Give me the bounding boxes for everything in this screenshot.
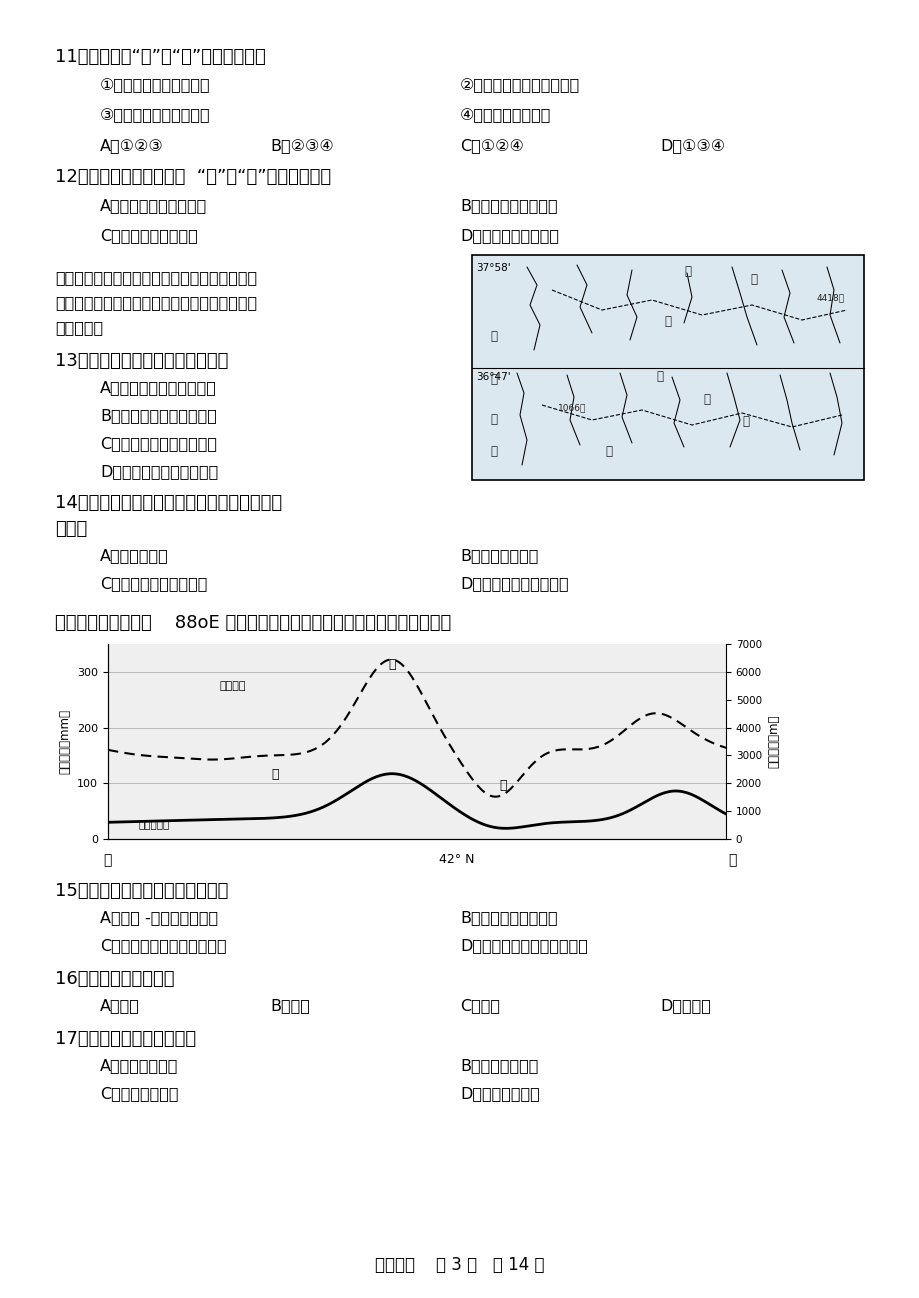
Text: 央: 央 xyxy=(664,315,671,328)
Text: 谷: 谷 xyxy=(656,370,663,383)
Text: 年降水量: 年降水量 xyxy=(219,681,245,692)
Text: 13．中央谷地最可能的地质成因是: 13．中央谷地最可能的地质成因是 xyxy=(55,352,228,370)
Text: 平: 平 xyxy=(490,413,496,426)
Text: D．板块俧冲地壳水平张裂: D．板块俧冲地壳水平张裂 xyxy=(100,463,218,479)
Text: 14．与谷地东侧河流相比较，西侧河流的主要: 14．与谷地东侧河流相比较，西侧河流的主要 xyxy=(55,495,282,511)
Text: 平原，是加州重要的农业区。右图为部分谷地水: 平原，是加州重要的农业区。右图为部分谷地水 xyxy=(55,295,256,310)
Text: D．昆仑山: D．昆仑山 xyxy=(659,998,710,1012)
Text: A．①②③: A．①②③ xyxy=(100,138,164,153)
Text: 山: 山 xyxy=(703,393,710,406)
Text: 系分布图。: 系分布图。 xyxy=(55,321,103,335)
Text: C．北坡降水量明显比南坡多: C．北坡降水量明显比南坡多 xyxy=(100,938,226,953)
Text: B．北京、天津、上海: B．北京、天津、上海 xyxy=(460,199,557,213)
Text: B．板块张裂地壳褒皱凹陷: B．板块张裂地壳褒皱凹陷 xyxy=(100,408,217,423)
Text: D．草场资源丰富: D．草场资源丰富 xyxy=(460,1086,539,1101)
Text: 4418米: 4418米 xyxy=(816,293,845,302)
Text: 岸: 岸 xyxy=(490,330,496,343)
Text: D．①③④: D．①③④ xyxy=(659,138,724,153)
Text: 12．从接近原料地考虑，  “煟”变“油”项目应布局于: 12．从接近原料地考虑， “煟”变“油”项目应布局于 xyxy=(55,167,331,186)
Text: A．板块张裂地壳水平错断: A．板块张裂地壳水平错断 xyxy=(100,380,217,395)
Text: A．天山: A．天山 xyxy=(100,998,140,1012)
Text: 太: 太 xyxy=(490,373,496,386)
Text: C．板块挤压地壳断裂陷落: C．板块挤压地壳断裂陷落 xyxy=(100,436,217,450)
Text: A．山西、内蒙古、陕西: A．山西、内蒙古、陕西 xyxy=(100,199,207,213)
Text: A．结冰期较短: A．结冰期较短 xyxy=(100,548,168,563)
Text: 甲: 甲 xyxy=(388,658,395,671)
Text: C．风能资源丰富: C．风能资源丰富 xyxy=(100,1086,178,1101)
Text: ①国际石油市场价格波动: ①国际石油市场价格波动 xyxy=(100,78,210,93)
Text: 脉: 脉 xyxy=(605,445,612,458)
Text: 地形剖面线: 地形剖面线 xyxy=(139,819,170,829)
Text: 南: 南 xyxy=(727,853,735,867)
Text: ③优化我国能源消费结构: ③优化我国能源消费结构 xyxy=(100,108,210,123)
Text: C．①②④: C．①②④ xyxy=(460,138,523,153)
Text: 36°47': 36°47' xyxy=(475,371,510,382)
Text: B．光照资源丰富: B．光照资源丰富 xyxy=(460,1058,538,1073)
Text: （七）下图为我国沿    88oE 所作的部分地区地形剖面和降水量分布示意图。: （七）下图为我国沿 88oE 所作的部分地区地形剖面和降水量分布示意图。 xyxy=(55,614,450,632)
Text: A．东北 -西南走向的山脉: A．东北 -西南走向的山脉 xyxy=(100,910,218,925)
Text: 42° N: 42° N xyxy=(438,853,473,866)
Text: 特征是: 特征是 xyxy=(55,520,87,537)
Text: 37°58': 37°58' xyxy=(475,263,510,273)
Text: D．新疆、青海、西藏: D．新疆、青海、西藏 xyxy=(460,228,559,243)
Text: B．②③④: B．②③④ xyxy=(269,138,334,153)
Text: 高三地理    第 3 页   共 14 页: 高三地理 第 3 页 共 14 页 xyxy=(375,1256,544,1275)
Text: B．南坡可能有森林带: B．南坡可能有森林带 xyxy=(460,910,557,925)
Text: D．暖温带和亚热带的分界线: D．暖温带和亚热带的分界线 xyxy=(460,938,587,953)
Text: （六）中央谷地是纵贯美国加利福尼亚州中部的: （六）中央谷地是纵贯美国加利福尼亚州中部的 xyxy=(55,270,256,286)
Text: 北: 北 xyxy=(103,853,111,867)
Text: C．湖南、四川、贵州: C．湖南、四川、贵州 xyxy=(100,228,198,243)
Text: C．秦岭: C．秦岭 xyxy=(460,998,499,1012)
Text: A．水分资源丰富: A．水分资源丰富 xyxy=(100,1058,178,1073)
Text: 16．图中甲山脉可能是: 16．图中甲山脉可能是 xyxy=(55,970,175,988)
Text: 1066米: 1066米 xyxy=(558,402,586,411)
Text: 11．我国启动“煟”变“油”项目，是因为: 11．我国启动“煟”变“油”项目，是因为 xyxy=(55,48,266,66)
Text: 华: 华 xyxy=(684,265,690,278)
Text: 15．关于图中甲山脉的正确叙述是: 15．关于图中甲山脉的正确叙述是 xyxy=(55,883,228,900)
Y-axis label: 年降水量（mm）: 年降水量（mm） xyxy=(59,709,72,774)
Text: 山: 山 xyxy=(750,273,757,286)
Text: 17．与图中乙地相比，丙地: 17．与图中乙地相比，丙地 xyxy=(55,1031,196,1047)
Text: 乙: 乙 xyxy=(271,767,278,780)
Text: 地: 地 xyxy=(743,415,749,428)
Bar xyxy=(471,254,863,480)
Text: 丙: 丙 xyxy=(499,779,506,792)
Text: C．夏季有大量雨水补给: C．夏季有大量雨水补给 xyxy=(100,576,207,591)
Text: 洋: 洋 xyxy=(490,445,496,458)
Y-axis label: 海拔高度（m）: 海拔高度（m） xyxy=(766,715,779,768)
Text: B．阴山: B．阴山 xyxy=(269,998,310,1012)
Text: ④我国煎炭资源丰富: ④我国煎炭资源丰富 xyxy=(460,108,550,123)
Text: B．水能资源丰富: B．水能资源丰富 xyxy=(460,548,538,563)
Text: ②我国燃油需求量增长迅速: ②我国燃油需求量增长迅速 xyxy=(460,78,580,93)
Text: D．径流量季节变化较大: D．径流量季节变化较大 xyxy=(460,576,568,591)
